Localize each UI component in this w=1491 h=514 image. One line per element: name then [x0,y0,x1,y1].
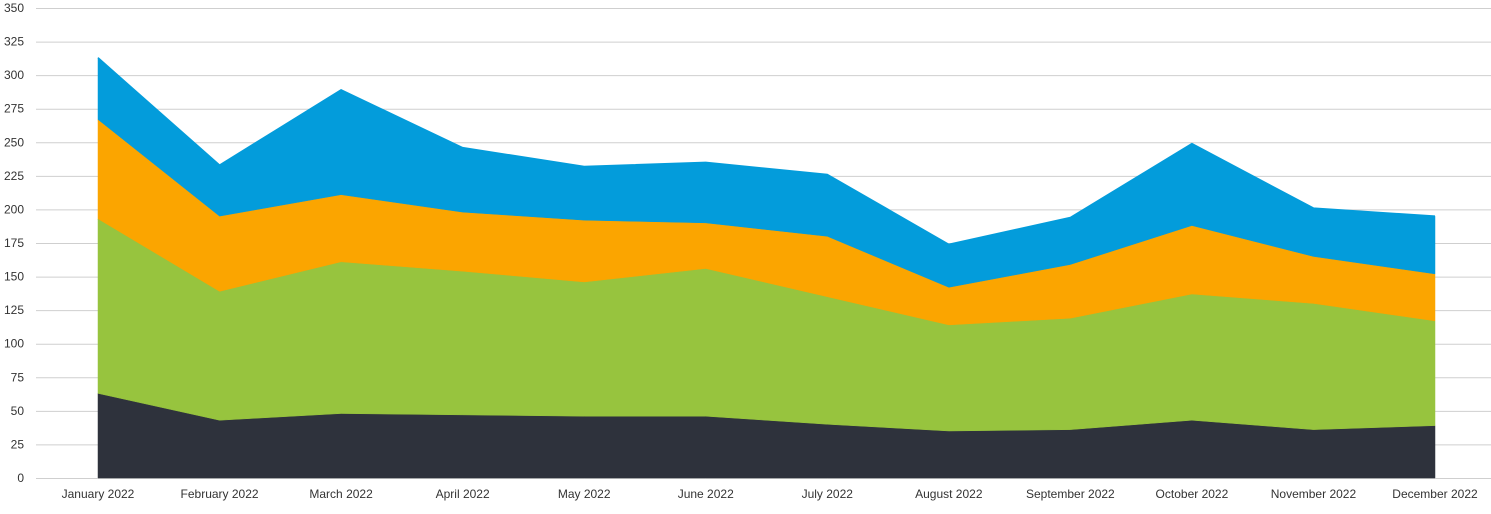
y-tick-label: 300 [4,68,24,82]
y-tick-label: 75 [11,370,25,384]
y-tick-label: 175 [4,236,24,250]
x-tick-label: October 2022 [1156,487,1229,501]
x-tick-label: September 2022 [1026,487,1115,501]
y-tick-label: 325 [4,35,24,49]
x-tick-label: November 2022 [1271,487,1357,501]
y-tick-label: 25 [11,437,25,451]
y-axis-tick-labels: 0 25 50 75 100 125 150 175 200 225 250 275 300 325 350 [4,1,24,485]
y-tick-label: 100 [4,337,24,351]
x-tick-label: June 2022 [678,487,734,501]
area-series-4-edge [97,57,1436,246]
y-tick-label: 50 [11,404,25,418]
x-tick-label: May 2022 [558,487,611,501]
y-tick-label: 350 [4,1,24,15]
x-tick-label: March 2022 [309,487,373,501]
y-tick-label: 150 [4,270,24,284]
y-tick-label: 225 [4,169,24,183]
y-tick-label: 250 [4,135,24,149]
x-tick-label: January 2022 [62,487,135,501]
x-axis-tick-labels: January 2022 February 2022 March 2022 April… [62,487,1478,501]
x-tick-label: April 2022 [436,487,490,501]
x-tick-label: August 2022 [915,487,983,501]
x-tick-label: December 2022 [1392,487,1478,501]
series-areas [97,57,1436,479]
y-tick-label: 0 [17,471,24,485]
y-tick-label: 275 [4,102,24,116]
y-tick-label: 125 [4,303,24,317]
x-tick-label: July 2022 [802,487,854,501]
x-tick-label: February 2022 [181,487,259,501]
y-tick-label: 200 [4,202,24,216]
